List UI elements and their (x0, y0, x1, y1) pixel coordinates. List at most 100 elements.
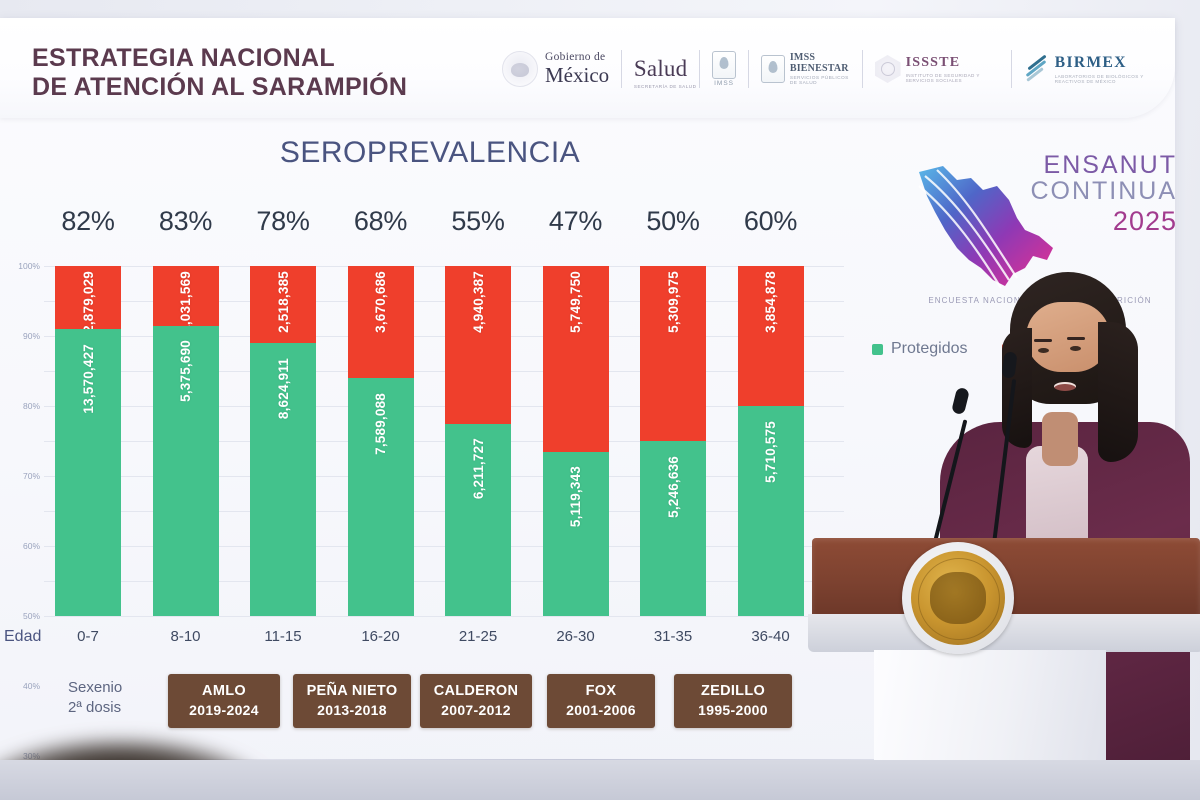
gridline: 80% (23, 336, 844, 411)
seroprevalence-percent: 55% (451, 206, 505, 236)
gridline: 0% (44, 616, 844, 617)
bar-value-label: 3,854,878 (763, 271, 778, 333)
bar-segment-baja-proteccion: 3,854,878 (737, 266, 804, 406)
bar-value-label: 2,879,029 (80, 271, 96, 329)
ensanut-line1: ENSANUT (1043, 151, 1177, 179)
institution-logos: Gobierno de México Salud SECRETARÍA DE S… (490, 40, 1175, 98)
bar-segment-baja-proteccion: 5,749,750 (542, 266, 609, 452)
ensanut-year: 2025 (1112, 205, 1177, 236)
slide-board: ESTRATEGIA NACIONAL DE ATENCIÓN AL SARAM… (0, 18, 1177, 762)
imss-bienestar-shield-icon (760, 55, 785, 83)
speaker-eye-right (1070, 346, 1081, 351)
logo-salud: Salud SECRETARÍA DE SALUD (622, 43, 699, 95)
legend-item: Protegidos (872, 340, 968, 358)
sexenio-years: 2001-2006 (566, 702, 636, 719)
table-row: 5,710,575 3,854,878 (737, 266, 804, 616)
age-axis-tick: 26-30 (556, 628, 595, 645)
bar-value-label: 5,246,636 (665, 455, 681, 518)
age-axis-tick: 11-15 (264, 628, 302, 645)
y-axis-tick-label: 100% (18, 261, 40, 271)
logo-issste-text: ISSSTE (905, 55, 961, 70)
sexenio-box: CALDERON 2007-2012 (420, 674, 532, 728)
chart-title: SEROPREVALENCIA (279, 136, 581, 169)
logo-gobierno-de-mexico: Gobierno de México (490, 43, 621, 95)
y-axis-tick-label: 70% (22, 471, 40, 481)
bar-segment-protegidos: 7,589,088 (347, 378, 414, 616)
logo-imss-bienestar-subtitle: SERVICIOS PÚBLICOS DE SALUD (789, 76, 849, 86)
logo-divider (699, 50, 701, 88)
seroprevalence-percent: 82% (61, 206, 115, 236)
slide-header: ESTRATEGIA NACIONAL DE ATENCIÓN AL SARAM… (0, 18, 1175, 118)
y-axis-tick-label: 40% (22, 681, 40, 691)
sexenio-label-line2: 2ª dosis (68, 699, 122, 717)
seroprevalence-percent: 50% (646, 206, 700, 236)
ensanut-line2: CONTINUA (1030, 177, 1177, 206)
logo-gobierno-line2: México (545, 62, 610, 87)
table-row: 8,624,911 2,518,385 (250, 266, 316, 616)
logo-gobierno-line1: Gobierno de (545, 51, 606, 64)
legend-swatch (872, 343, 883, 355)
age-axis-tick: 31-35 (653, 628, 693, 645)
y-axis-tick-label: 90% (22, 331, 40, 341)
national-seal-ring (918, 558, 1000, 640)
gridline: 60% (23, 406, 844, 551)
sexenio-box: PEÑA NIETO 2013-2018 (293, 674, 411, 728)
gridline: 70% (23, 371, 844, 481)
bar-segment-baja-proteccion: 3,670,686 (347, 266, 414, 378)
seroprevalence-percent: 68% (353, 206, 408, 236)
bar-segment-baja-proteccion: 2,879,029 (55, 266, 121, 329)
podium (808, 351, 1200, 800)
national-seal (902, 542, 1014, 654)
logo-birmex: BIRMEX LABORATORIOS DE BIOLÓGICOS Y REAC… (1012, 43, 1175, 95)
table-row: 5,375,690 1,031,569 (152, 266, 219, 616)
sexenio-name: ZEDILLO (700, 682, 766, 699)
mexican-eagle-icon (502, 51, 538, 87)
age-axis-label: Edad (4, 628, 42, 645)
bar-value-label: 7,589,088 (373, 392, 388, 455)
logo-divider (621, 50, 622, 88)
logo-divider (1010, 50, 1012, 88)
seroprevalence-percent: 47% (548, 206, 603, 236)
bar-value-label: 3,670,686 (373, 271, 388, 333)
logo-salud-text: Salud (633, 56, 688, 81)
bar-segment-protegidos: 13,570,427 (55, 329, 121, 616)
table-row: 7,589,088 3,670,686 (347, 266, 414, 616)
logo-divider (748, 50, 749, 88)
seroprevalence-percent: 83% (158, 206, 213, 236)
bar-value-label: 8,624,911 (275, 357, 291, 419)
speaker-neck (1042, 412, 1078, 466)
sexenio-years: 1995-2000 (698, 702, 768, 719)
sexenio-label: Sexenio 2ª dosis (68, 678, 122, 719)
speaker-mouth (1054, 382, 1076, 391)
sexenio-name: CALDERON (433, 682, 519, 699)
logo-issste-subtitle: INSTITUTO DE SEGURIDAD Y SERVICIOS SOCIA… (905, 73, 980, 83)
bar-segment-protegidos: 5,710,575 (737, 406, 804, 616)
page-title: ESTRATEGIA NACIONAL DE ATENCIÓN AL SARAM… (32, 44, 462, 102)
age-axis-tick: 21-25 (458, 628, 498, 645)
gridline: 50% (23, 441, 844, 621)
bar-segment-baja-proteccion: 4,940,387 (445, 266, 511, 424)
age-axis-tick: 0-7 (77, 628, 99, 645)
bar-segment-protegidos: 5,375,690 (152, 325, 219, 616)
sexenio-years: 2007-2012 (441, 702, 511, 719)
logo-imss-text: IMSS (714, 80, 735, 87)
gridline: 90% (23, 301, 844, 341)
issste-seal-icon (874, 55, 901, 83)
bar-value-label: 13,570,427 (80, 343, 96, 414)
logo-birmex-subtitle: LABORATORIOS DE BIOLÓGICOS Y REACTIVOS D… (1054, 74, 1144, 84)
logo-divider (861, 50, 863, 88)
gridline: 40% (23, 476, 844, 691)
logo-imss-bienestar: IMSS BIENESTAR SERVICIOS PÚBLICOS DE SAL… (749, 43, 862, 95)
bar-segment-protegidos: 8,624,911 (250, 343, 316, 616)
sexenio-years: 2019-2024 (189, 702, 259, 719)
gridline: 10% (44, 581, 844, 582)
bar-value-label: 5,309,975 (665, 271, 681, 333)
sexenio-box: FOX 2001-2006 (547, 674, 655, 728)
age-axis-tick: 36-40 (751, 628, 790, 645)
bar-value-label: 4,940,387 (470, 271, 486, 333)
speaker-hair-right (1098, 322, 1138, 462)
page-title-line2: DE ATENCIÓN AL SARAMPIÓN (32, 73, 408, 101)
seroprevalence-percent-row: 82% 83% 78% 68% 55% 47% 50% 60% (0, 206, 860, 250)
bar-segment-protegidos: 6,211,727 (445, 423, 511, 616)
